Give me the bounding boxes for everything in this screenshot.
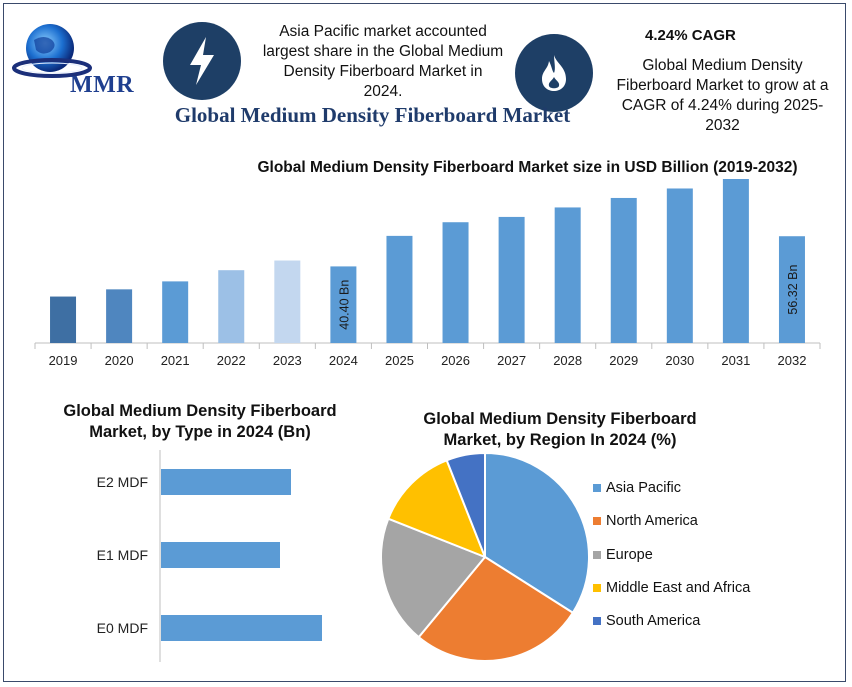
legend-swatch bbox=[593, 484, 601, 492]
data-label: 40.40 Bn bbox=[337, 280, 351, 330]
x-tick-label: 2028 bbox=[553, 353, 582, 368]
note-left-line: largest share in the Global Medium bbox=[262, 43, 504, 60]
market-size-chart-title: Global Medium Density Fiberboard Market … bbox=[257, 159, 798, 176]
mmr-logo: MMR bbox=[12, 18, 157, 98]
asia-pacific-note: Asia Pacific market accounted largest sh… bbox=[248, 22, 518, 102]
hbar-E0-MDF bbox=[161, 615, 322, 641]
region-chart-title: Global Medium Density Fiberboard Market,… bbox=[400, 409, 720, 451]
x-tick-label: 2020 bbox=[105, 353, 134, 368]
logo-text: MMR bbox=[70, 72, 135, 98]
infographic-frame bbox=[3, 3, 846, 682]
legend-label: North America bbox=[606, 513, 698, 529]
legend-item: North America bbox=[593, 513, 698, 529]
bar-2028 bbox=[554, 207, 581, 343]
bar-2023 bbox=[274, 260, 301, 343]
bar-2029 bbox=[610, 197, 637, 343]
flame-icon bbox=[515, 34, 593, 112]
type-horizontal-bar-chart: E2 MDF E1 MDF E0 MDF bbox=[97, 450, 322, 662]
x-tick-label: 2032 bbox=[778, 353, 807, 368]
lightning-icon bbox=[163, 22, 241, 100]
note-left-line: Density Fiberboard Market in bbox=[283, 63, 483, 80]
bar-2030 bbox=[666, 188, 693, 343]
bar-2020 bbox=[106, 289, 133, 343]
legend-swatch bbox=[593, 517, 601, 525]
pie-slice-south-america bbox=[445, 451, 486, 558]
note-right-line: Fiberboard Market to grow at a bbox=[616, 77, 829, 94]
cagr-heading: 4.24% CAGR bbox=[645, 27, 736, 44]
main-title: Global Medium Density Fiberboard Market bbox=[174, 103, 571, 127]
x-tick-label: 2029 bbox=[609, 353, 638, 368]
bar-2026 bbox=[442, 222, 469, 343]
legend-item: Middle East and Africa bbox=[593, 580, 750, 596]
x-tick-label: 2026 bbox=[441, 353, 470, 368]
bar-2031 bbox=[722, 179, 749, 343]
legend-label: Asia Pacific bbox=[606, 480, 681, 496]
y-tick-label: E2 MDF bbox=[97, 474, 148, 490]
legend-item: Asia Pacific bbox=[593, 480, 681, 496]
bar-2032 bbox=[778, 236, 805, 343]
x-tick-label: 2021 bbox=[161, 353, 190, 368]
legend-label: South America bbox=[606, 613, 701, 629]
legend-label: Middle East and Africa bbox=[606, 580, 751, 596]
note-right-line: CAGR of 4.24% during 2025- bbox=[621, 97, 824, 114]
legend-swatch bbox=[593, 584, 601, 592]
x-tick-label: 2019 bbox=[49, 353, 78, 368]
region-chart-title-text: Global Medium Density Fiberboard Market,… bbox=[423, 410, 697, 449]
note-left-line: Asia Pacific market accounted bbox=[279, 23, 487, 40]
hbar-E1-MDF bbox=[161, 542, 280, 568]
type-chart-title: Global Medium Density Fiberboard Market,… bbox=[40, 401, 360, 443]
legend-swatch bbox=[593, 617, 601, 625]
bar-2021 bbox=[162, 281, 189, 343]
globe-icon bbox=[12, 24, 92, 78]
hbar-E2-MDF bbox=[161, 469, 291, 495]
x-tick-label: 2022 bbox=[217, 353, 246, 368]
bar-2024 bbox=[330, 266, 357, 343]
y-tick-label: E0 MDF bbox=[97, 620, 148, 636]
bar-2019 bbox=[50, 296, 77, 343]
legend-label: Europe bbox=[606, 547, 653, 563]
note-left-line: 2024. bbox=[363, 83, 403, 100]
note-right-line: 2032 bbox=[705, 117, 740, 134]
y-tick-label: E1 MDF bbox=[97, 547, 148, 563]
x-tick-label: 2030 bbox=[665, 353, 694, 368]
legend-swatch bbox=[593, 551, 601, 559]
x-tick-label: 2027 bbox=[497, 353, 526, 368]
legend-item: Europe bbox=[593, 547, 653, 563]
region-pie-chart bbox=[380, 451, 590, 662]
data-label: 56.32 Bn bbox=[786, 265, 800, 315]
cagr-note: Global Medium Density Fiberboard Market … bbox=[600, 56, 845, 136]
type-chart-title-text: Global Medium Density Fiberboard Market,… bbox=[63, 402, 337, 441]
x-tick-label: 2023 bbox=[273, 353, 302, 368]
pie-slice-north-america bbox=[417, 555, 575, 662]
x-tick-label: 2031 bbox=[721, 353, 750, 368]
bar-2022 bbox=[218, 270, 245, 343]
pie-slice-middle-east-and-africa bbox=[387, 459, 487, 559]
legend-item: South America bbox=[593, 613, 700, 629]
note-right-line: Global Medium Density bbox=[642, 57, 803, 74]
x-tick-label: 2024 bbox=[329, 353, 358, 368]
pie-slice-europe bbox=[380, 517, 487, 639]
x-tick-label: 2025 bbox=[385, 353, 414, 368]
bar-2025 bbox=[386, 235, 413, 343]
bar-2027 bbox=[498, 216, 525, 343]
market-size-bar-chart: 2019 2020 2021 2022 2023 2024 40.40 Bn 2025 2026… bbox=[34, 179, 821, 368]
